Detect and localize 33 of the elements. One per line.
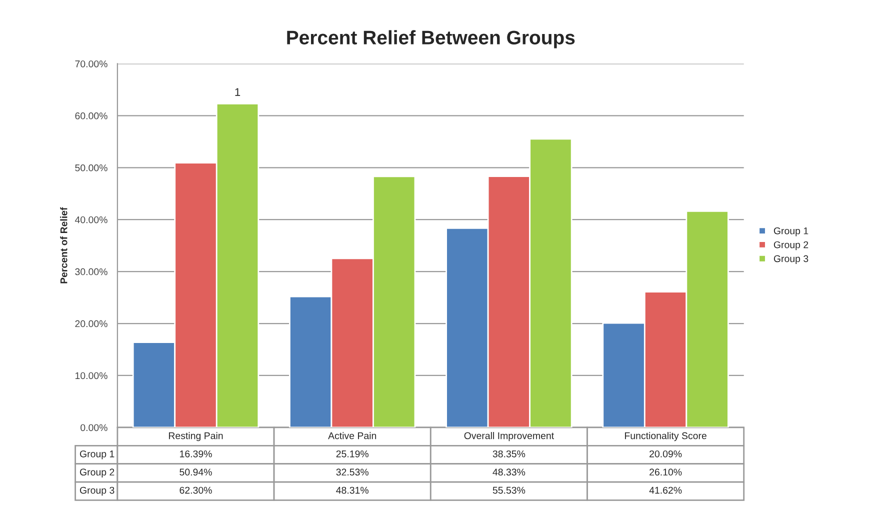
x-tick-label: Overall Improvement xyxy=(464,432,554,442)
text: Group 1 xyxy=(80,450,114,460)
data-label: 20.09% xyxy=(650,450,682,458)
data-label: 48.31% xyxy=(336,486,368,494)
data-label: 25.19% xyxy=(336,450,368,458)
x-tick-label: Resting Pain xyxy=(168,432,223,442)
y-axis-title: Percent of Relief xyxy=(60,207,68,284)
y-tick-label: 50.00% xyxy=(75,164,108,172)
annotation: 1 xyxy=(235,88,240,96)
data-label: 32.53% xyxy=(336,468,368,476)
y-tick-label: 30.00% xyxy=(75,268,108,276)
x-tick-label: Functionality Score xyxy=(625,432,706,442)
y-tick-label: 40.00% xyxy=(74,216,108,224)
x-tick-label: Active Pain xyxy=(328,432,376,440)
text: Group 3 xyxy=(80,486,114,496)
chart-title: Percent Relief Between Groups xyxy=(287,30,575,48)
data-label: 55.53% xyxy=(492,486,526,494)
data-label: 62.30% xyxy=(180,486,212,494)
data-label: 41.62% xyxy=(649,486,682,494)
legend-label: Group 3 xyxy=(774,255,808,264)
legend-label: Group 2 xyxy=(774,241,808,250)
data-label: 26.10% xyxy=(650,468,682,476)
y-tick-label: 0.00% xyxy=(80,424,108,432)
y-tick-label: 60.00% xyxy=(75,112,108,120)
y-tick-label: 10.00% xyxy=(75,372,108,380)
text: Group 2 xyxy=(80,468,114,478)
data-label: 16.39% xyxy=(180,450,212,458)
y-tick-label: 20.00% xyxy=(75,320,108,328)
legend-label: Group 1 xyxy=(774,227,808,236)
data-label: 50.94% xyxy=(180,468,212,476)
data-label: 38.35% xyxy=(492,450,526,458)
y-tick-label: 70.00% xyxy=(75,60,108,68)
data-label: 48.33% xyxy=(492,468,526,476)
